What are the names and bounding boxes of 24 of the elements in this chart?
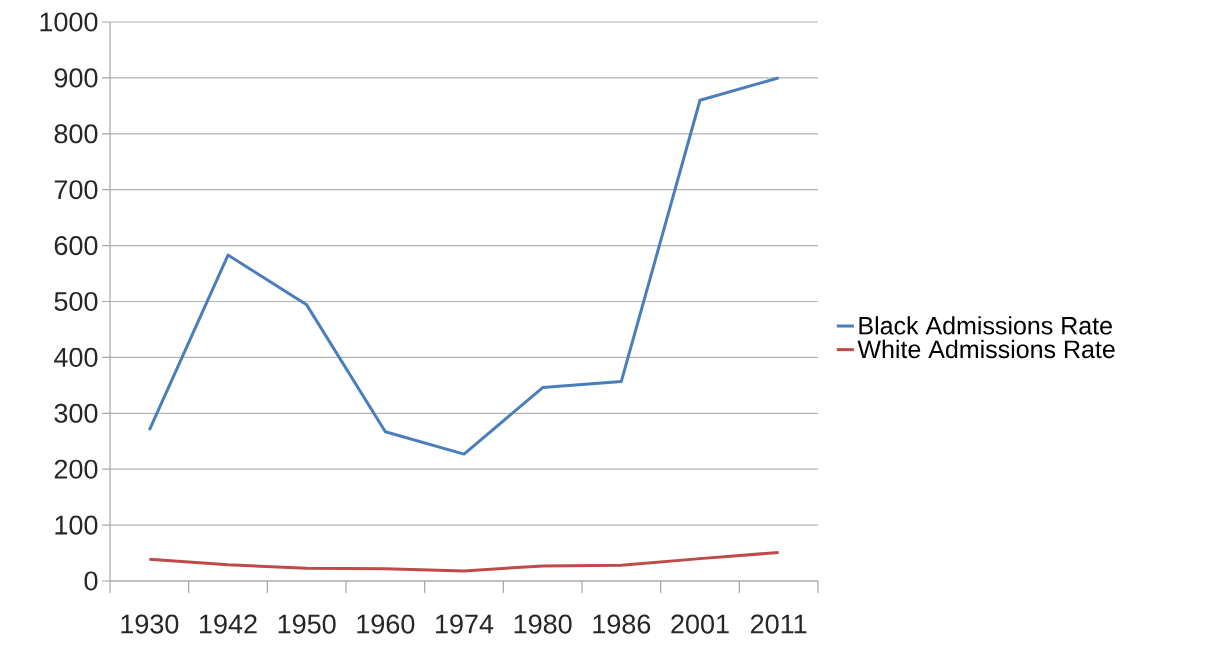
y-tick-label: 600	[54, 236, 98, 256]
y-tick-label: 200	[54, 459, 98, 479]
x-tick-label: 2011	[750, 614, 807, 634]
y-tick-label: 100	[55, 515, 98, 535]
x-tick-label: 1986	[593, 614, 651, 634]
x-tick-label: 1980	[514, 614, 572, 634]
y-tick-label: 1000	[40, 12, 98, 32]
y-tick-label: 500	[54, 291, 98, 312]
x-tick-label: 1960	[357, 614, 415, 634]
legend-label: White Admissions Rate	[857, 339, 1115, 359]
x-tick-label: 1942	[200, 614, 257, 634]
x-tick-label: 1930	[121, 614, 179, 634]
y-tick-label: 0	[84, 571, 98, 591]
y-tick-label: 900	[54, 68, 98, 88]
legend-label: Black Admissions Rate	[859, 316, 1112, 335]
y-tick-label: 700	[54, 180, 98, 200]
y-tick-label: 800	[54, 124, 98, 144]
x-tick-label: 1974	[436, 614, 494, 634]
x-tick-label: 2001	[671, 614, 729, 634]
line-series	[147, 550, 781, 573]
y-tick-label: 400	[54, 347, 98, 367]
x-tick-label: 1950	[278, 614, 336, 634]
line-series	[147, 76, 781, 456]
y-tick-label: 300	[54, 403, 98, 423]
